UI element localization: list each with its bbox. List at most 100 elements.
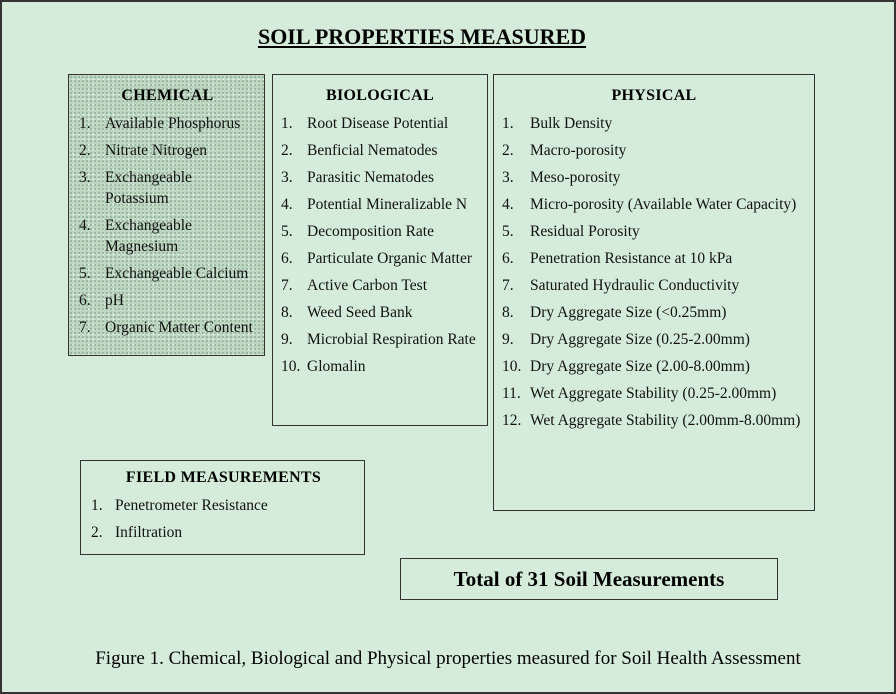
item-text: Weed Seed Bank bbox=[307, 304, 413, 321]
item-text: Glomalin bbox=[307, 358, 366, 375]
item-number: 6. bbox=[79, 292, 91, 309]
total-box: Total of 31 Soil Measurements bbox=[400, 558, 778, 600]
item-number: 4. bbox=[281, 196, 293, 213]
list-item: 2. Nitrate Nitrogen bbox=[79, 140, 256, 161]
item-text: Microbial Respiration Rate bbox=[307, 331, 476, 348]
item-text: Wet Aggregate Stability (0.25-2.00mm) bbox=[530, 385, 777, 402]
list-item: 7. Saturated Hydraulic Conductivity bbox=[502, 275, 806, 296]
item-text: Saturated Hydraulic Conductivity bbox=[530, 277, 740, 294]
item-number: 11. bbox=[502, 385, 521, 402]
list-item: 2. Benficial Nematodes bbox=[281, 140, 479, 161]
list-item: 9. Dry Aggregate Size (0.25-2.00mm) bbox=[502, 329, 806, 350]
section-heading: BIOLOGICAL bbox=[326, 87, 434, 104]
item-text: Particulate Organic Matter bbox=[307, 250, 472, 267]
item-number: 3. bbox=[502, 169, 514, 186]
item-number: 5. bbox=[281, 223, 293, 240]
list-item: 10. Glomalin bbox=[281, 356, 479, 377]
list-item: 10. Dry Aggregate Size (2.00-8.00mm) bbox=[502, 356, 806, 377]
field-box: FIELD MEASUREMENTS 1. Penetrometer Resista… bbox=[80, 460, 365, 555]
item-text: Dry Aggregate Size (<0.25mm) bbox=[530, 304, 727, 321]
item-number: 2. bbox=[79, 142, 91, 159]
list-item: 5. Decomposition Rate bbox=[281, 221, 479, 242]
item-number: 10. bbox=[502, 358, 522, 375]
item-number: 1. bbox=[281, 115, 293, 132]
item-number: 8. bbox=[281, 304, 293, 321]
list-item: 3. Meso-porosity bbox=[502, 167, 806, 188]
item-text: pH bbox=[105, 292, 124, 309]
item-number: 9. bbox=[281, 331, 293, 348]
item-text: Root Disease Potential bbox=[307, 115, 449, 132]
section-heading: PHYSICAL bbox=[611, 87, 697, 104]
list-item: 3. Exchangeable Potassium bbox=[79, 167, 256, 209]
physical-box: PHYSICAL 1. Bulk Density 2. Macro-porosity 3.… bbox=[493, 74, 815, 511]
item-text: Exchangeable Calcium bbox=[105, 265, 249, 282]
item-number: 7. bbox=[502, 277, 514, 294]
list-item: 5. Exchangeable Calcium bbox=[79, 263, 256, 284]
list-item: 6. Penetration Resistance at 10 kPa bbox=[502, 248, 806, 269]
item-number: 2. bbox=[91, 524, 103, 541]
item-text: Dry Aggregate Size (0.25-2.00mm) bbox=[530, 331, 750, 348]
list-item: 1. Bulk Density bbox=[502, 113, 806, 134]
item-text: Nitrate Nitrogen bbox=[105, 142, 208, 159]
item-number: 7. bbox=[281, 277, 293, 294]
list-item: 9. Microbial Respiration Rate bbox=[281, 329, 479, 350]
item-text: Micro-porosity (Available Water Capacity… bbox=[530, 196, 797, 213]
list-item: 4. Micro-porosity (Available Water Capaci… bbox=[502, 194, 806, 215]
title: SOIL PROPERTIES MEASURED bbox=[257, 24, 587, 49]
item-number: 6. bbox=[502, 250, 514, 267]
chemical-box: CHEMICAL 1. Available Phosphorus 2. Nitrate … bbox=[68, 74, 265, 356]
item-number: 4. bbox=[502, 196, 514, 213]
list-item: 1. Available Phosphorus bbox=[79, 113, 256, 134]
list-item: 8. Dry Aggregate Size (<0.25mm) bbox=[502, 302, 806, 323]
list-item: 4. Exchangeable Magnesium bbox=[79, 215, 256, 257]
item-number: 8. bbox=[502, 304, 514, 321]
list-item: 8. Weed Seed Bank bbox=[281, 302, 479, 323]
item-number: 5. bbox=[502, 223, 514, 240]
item-number: 2. bbox=[281, 142, 293, 159]
item-text: Available Phosphorus bbox=[105, 115, 241, 132]
item-number: 4. bbox=[79, 217, 91, 234]
item-text: Macro-porosity bbox=[530, 142, 627, 159]
item-text: Wet Aggregate Stability (2.00mm-8.00mm) bbox=[530, 412, 801, 429]
list-item: 12. Wet Aggregate Stability (2.00mm-8.00m… bbox=[502, 410, 806, 431]
caption: Figure 1. Chemical, Biological and Physi… bbox=[95, 648, 801, 669]
list-item: 11. Wet Aggregate Stability (0.25-2.00mm) bbox=[502, 383, 806, 404]
list-item: 6. Particulate Organic Matter bbox=[281, 248, 479, 269]
item-text: Dry Aggregate Size (2.00-8.00mm) bbox=[530, 358, 750, 375]
item-text: Decomposition Rate bbox=[307, 223, 434, 240]
item-text: Parasitic Nematodes bbox=[307, 169, 434, 186]
biological-box: BIOLOGICAL 1. Root Disease Potential 2. Benf… bbox=[272, 74, 488, 426]
item-number: 12. bbox=[502, 412, 522, 429]
list-item: 3. Parasitic Nematodes bbox=[281, 167, 479, 188]
item-text: Meso-porosity bbox=[530, 169, 621, 186]
list-item: 4. Potential Mineralizable N bbox=[281, 194, 479, 215]
item-number: 3. bbox=[79, 169, 91, 186]
item-text: Penetration Resistance at 10 kPa bbox=[530, 250, 733, 267]
list-item: 1. Penetrometer Resistance bbox=[91, 495, 356, 516]
item-text: Potential Mineralizable N bbox=[307, 196, 468, 213]
item-number: 3. bbox=[281, 169, 293, 186]
section-heading: FIELD MEASUREMENTS bbox=[125, 469, 322, 486]
item-text: Exchangeable Magnesium bbox=[105, 217, 192, 255]
item-number: 1. bbox=[79, 115, 91, 132]
item-text: Benficial Nematodes bbox=[307, 142, 438, 159]
list-item: 7. Active Carbon Test bbox=[281, 275, 479, 296]
list-item: 7. Organic Matter Content bbox=[79, 317, 256, 338]
item-text: Infiltration bbox=[115, 524, 183, 541]
list-item: 1. Root Disease Potential bbox=[281, 113, 479, 134]
list-item: 6. pH bbox=[79, 290, 256, 311]
item-text: Organic Matter Content bbox=[105, 319, 253, 336]
item-number: 10. bbox=[281, 358, 301, 375]
item-number: 2. bbox=[502, 142, 514, 159]
item-text: Penetrometer Resistance bbox=[115, 497, 268, 514]
section-heading: CHEMICAL bbox=[121, 87, 214, 104]
item-text: Exchangeable Potassium bbox=[105, 169, 192, 207]
item-number: 7. bbox=[79, 319, 91, 336]
item-number: 1. bbox=[91, 497, 103, 514]
item-number: 6. bbox=[281, 250, 293, 267]
item-text: Active Carbon Test bbox=[307, 277, 428, 294]
list-item: 2. Infiltration bbox=[91, 522, 356, 543]
item-number: 5. bbox=[79, 265, 91, 282]
